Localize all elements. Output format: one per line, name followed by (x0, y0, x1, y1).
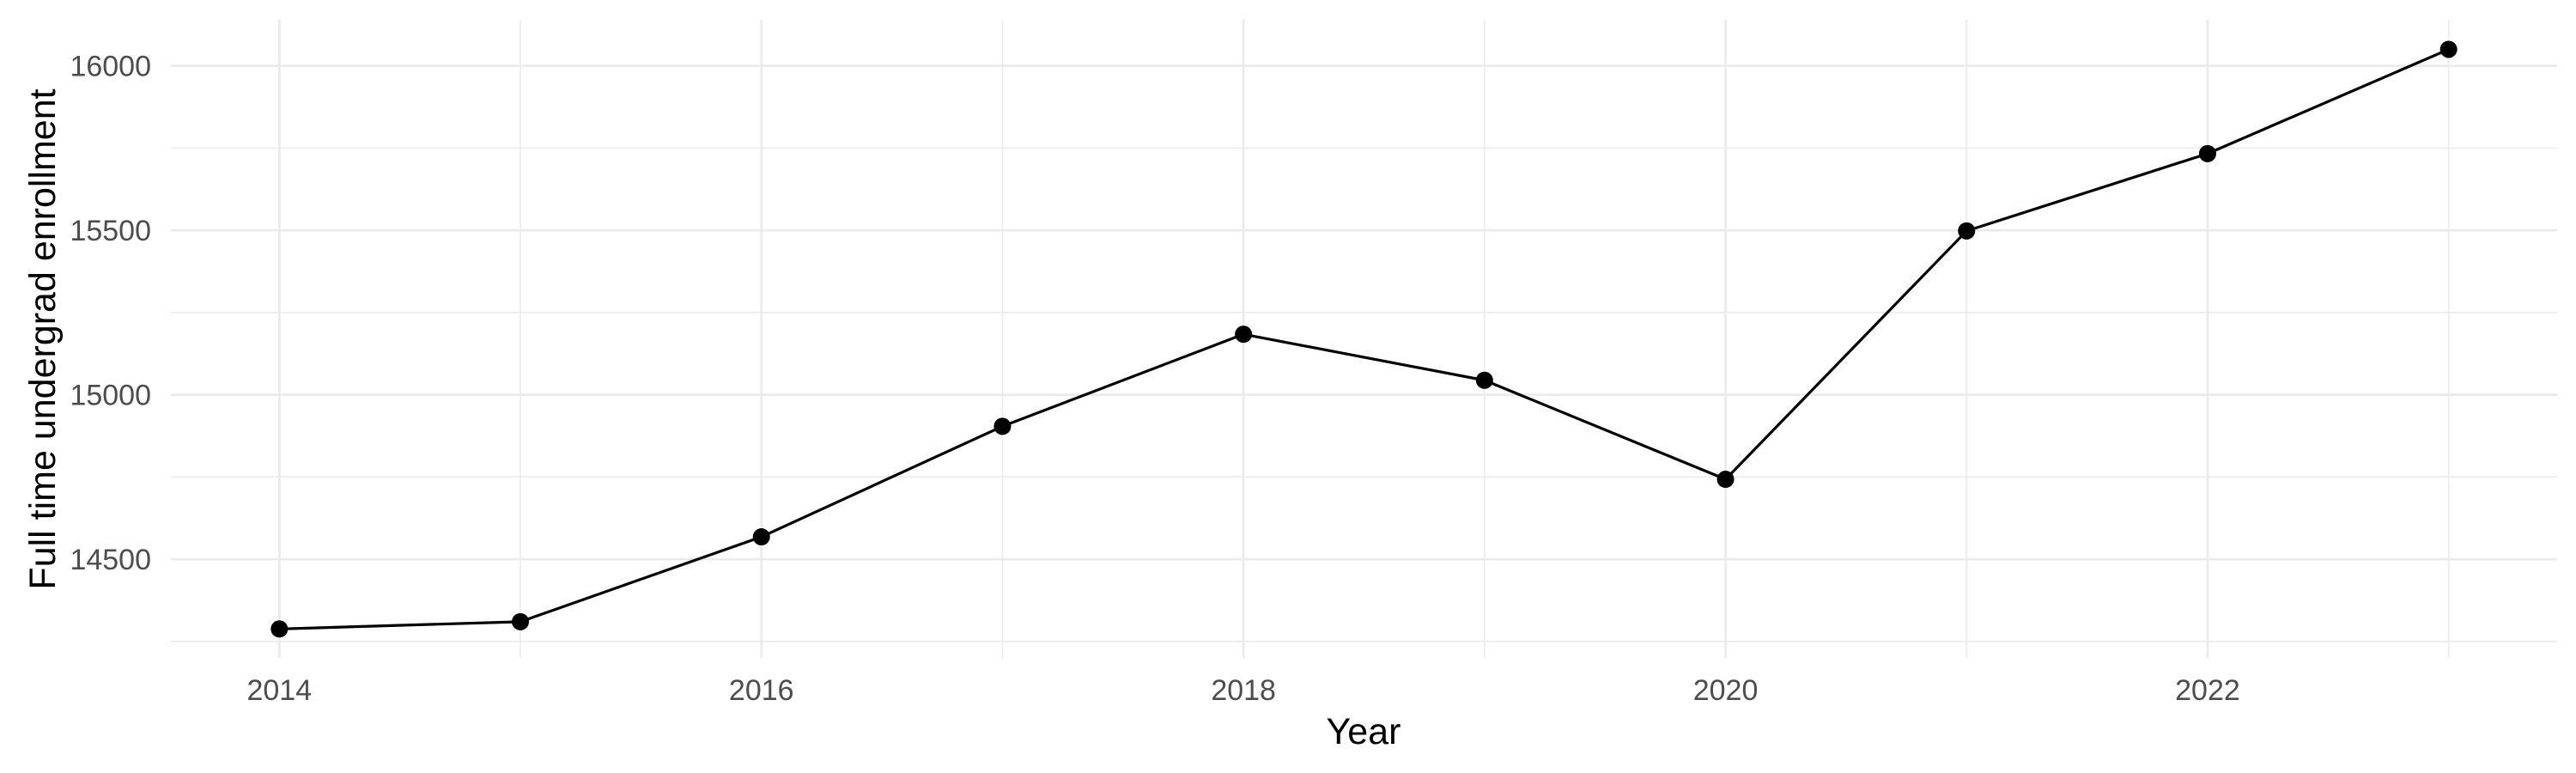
y-axis-title: Full time undergrad enrollment (22, 88, 64, 589)
major-gridlines (171, 20, 2557, 658)
x-tick-label-2018: 2018 (1211, 674, 1276, 707)
y-tick-label-14500: 14500 (70, 544, 151, 576)
x-tick-label-2016: 2016 (729, 674, 794, 707)
x-axis-title: Year (1327, 711, 1401, 752)
enrollment-trend-line (277, 47, 2451, 630)
data-point-2023 (2439, 40, 2458, 58)
y-tick-label-15500: 15500 (70, 215, 151, 247)
minor-gridlines (171, 20, 2557, 658)
y-tick-label-16000: 16000 (70, 51, 151, 83)
data-points-group (270, 40, 2458, 638)
x-tick-label-2022: 2022 (2175, 674, 2240, 707)
data-point-2020 (1716, 471, 1735, 489)
data-point-2021 (1958, 222, 1976, 240)
data-point-2016 (752, 528, 770, 546)
x-axis-tick-labels: 2014 2016 2018 2020 2022 (246, 674, 2239, 707)
y-tick-label-15000: 15000 (70, 380, 151, 412)
data-point-2015 (512, 612, 530, 630)
data-point-2019 (1475, 371, 1493, 389)
data-point-2014 (270, 620, 289, 638)
data-point-2017 (993, 417, 1012, 435)
x-tick-label-2020: 2020 (1693, 674, 1759, 707)
x-tick-label-2014: 2014 (246, 674, 312, 707)
data-point-2022 (2198, 144, 2216, 162)
data-line-group (277, 47, 2451, 630)
data-point-2018 (1235, 326, 1253, 344)
y-axis-tick-labels: 14500 15000 15500 16000 (70, 51, 151, 576)
